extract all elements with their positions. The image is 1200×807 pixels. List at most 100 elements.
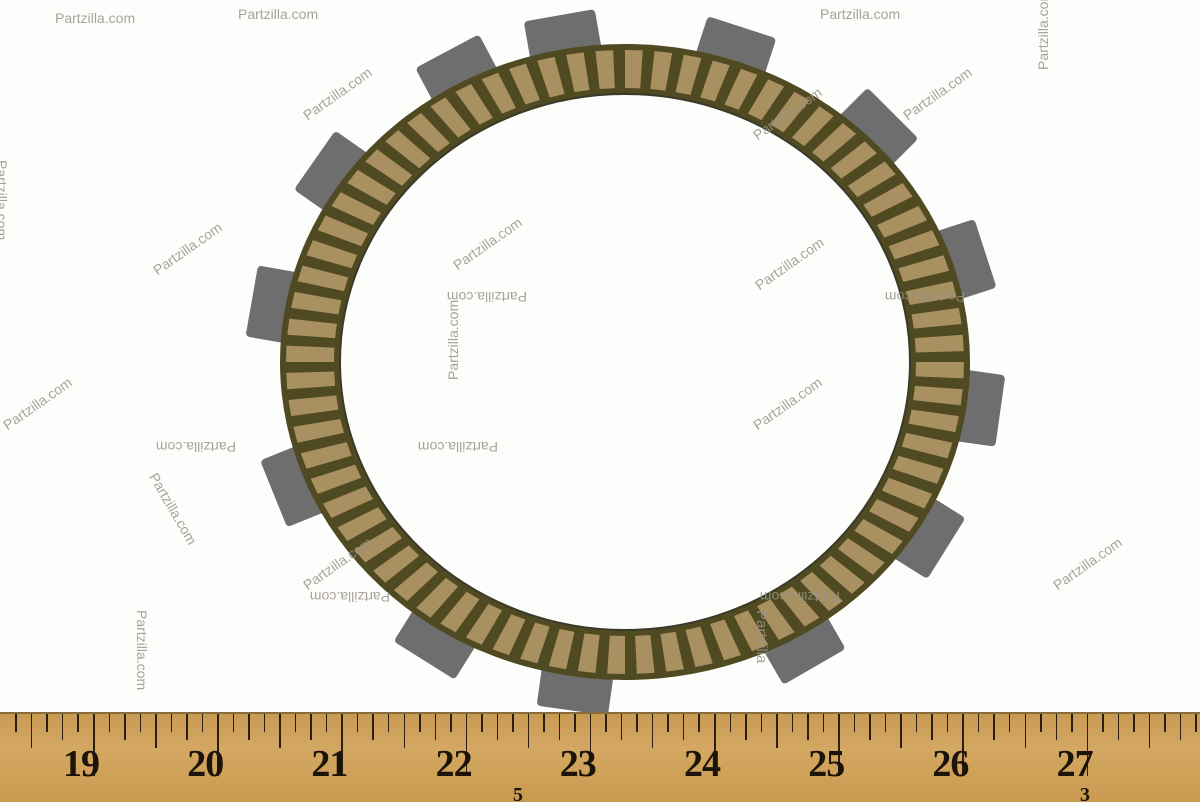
friction-pad: [537, 56, 565, 98]
friction-pad: [300, 442, 352, 469]
ruler-tick: [900, 714, 902, 748]
friction-pad: [354, 526, 403, 563]
watermark-text: Partzilla.com: [417, 439, 498, 455]
friction-pad: [577, 633, 600, 673]
ruler-tick: [791, 714, 794, 732]
friction-pad: [757, 599, 795, 640]
ruler-tick: [667, 714, 669, 732]
friction-pad: [566, 52, 590, 93]
ruler-mark: 5: [513, 784, 523, 806]
ruler-tick: [884, 714, 887, 732]
ruler-tick: [853, 714, 856, 732]
ruler-tick: [325, 714, 328, 732]
ruler-tick: [1008, 714, 1011, 732]
watermark-text: Partzilla.com: [134, 610, 150, 691]
friction-pad: [322, 486, 373, 518]
ruler-tick: [745, 714, 747, 740]
friction-pad: [710, 619, 741, 661]
ruler-number: 23: [559, 743, 597, 785]
ruler-tick: [93, 714, 95, 776]
ruler-number: 21: [311, 743, 348, 785]
friction-pad: [548, 628, 575, 670]
friction-pad: [430, 97, 471, 138]
ruler-number: 26: [932, 743, 969, 785]
ruler-tick: [512, 714, 514, 732]
ruler-tick: [977, 714, 980, 732]
ruler-tick: [1040, 714, 1042, 732]
ruler-number: 20: [187, 743, 224, 785]
ruler-tick: [465, 714, 468, 776]
ruler-tick: [962, 714, 964, 776]
ruler-tick: [30, 714, 33, 748]
friction-pad: [337, 507, 387, 541]
friction-pad: [770, 91, 810, 133]
friction-pad: [888, 230, 940, 260]
ruler-tick: [838, 714, 840, 776]
ruler-tick: [605, 714, 607, 732]
ruler-tick: [248, 714, 250, 740]
ruler-tick: [186, 714, 188, 740]
friction-pad: [898, 255, 950, 282]
ruler-tick: [589, 714, 592, 776]
ruler-tick: [310, 714, 312, 740]
ruler-tick: [263, 714, 266, 732]
ruler-tick: [760, 714, 763, 732]
ruler-tick: [450, 714, 452, 732]
ruler-tick: [698, 714, 700, 732]
friction-pad: [901, 432, 953, 459]
ruler-tick: [201, 714, 204, 732]
plate-tab: [838, 89, 917, 169]
friction-pad: [331, 192, 381, 225]
ruler-number: 25: [808, 743, 845, 785]
friction-pad: [863, 183, 913, 217]
ruler-tick: [946, 714, 949, 732]
ruler-tick: [636, 714, 638, 732]
ruler-tick: [46, 714, 48, 732]
ruler-tick: [77, 714, 79, 732]
ruler: 19 20 21 22 23 24 25 26 27 5 3: [0, 712, 1200, 806]
friction-pad: [287, 318, 337, 339]
watermark-text: Partzilla.com: [155, 439, 236, 455]
friction-pad: [293, 418, 344, 443]
ruler-number: 27: [1056, 743, 1094, 785]
friction-pad: [908, 409, 959, 433]
ruler-tick: [822, 714, 825, 732]
friction-pad: [892, 455, 944, 484]
ruler-tick: [651, 714, 654, 748]
ruler-number: 19: [63, 743, 100, 785]
ruler-tick: [915, 714, 918, 732]
ruler-tick: [527, 714, 530, 748]
friction-pad: [906, 281, 957, 306]
friction-pad: [286, 371, 336, 390]
plate-inner-hole: [339, 93, 911, 631]
friction-pad: [650, 51, 673, 91]
ruler-tick: [372, 714, 374, 740]
friction-pad: [911, 307, 962, 329]
ruler-tick: [1179, 714, 1182, 740]
ruler-tick: [620, 714, 623, 740]
friction-pad: [877, 206, 928, 238]
ruler-tick: [1117, 714, 1120, 740]
ruler-tick: [729, 714, 732, 732]
ruler-tick: [1133, 714, 1135, 732]
watermark-text: Partzilla.com: [884, 289, 965, 305]
ruler-tick: [419, 714, 421, 732]
friction-pad: [915, 362, 964, 379]
friction-pad: [837, 538, 885, 575]
ruler-tick: [1195, 714, 1197, 732]
plate-tab: [891, 496, 964, 578]
plate-tab: [416, 35, 499, 106]
ruler-tick: [1164, 714, 1166, 732]
friction-pad: [455, 84, 493, 125]
friction-pad: [385, 130, 431, 169]
ruler-tick: [139, 714, 142, 732]
friction-pad: [700, 60, 730, 102]
ruler-mark: 3: [1080, 784, 1090, 806]
ruler-tick: [931, 714, 933, 740]
ruler-tick: [807, 714, 809, 740]
friction-pad: [492, 614, 526, 656]
friction-pad: [607, 635, 625, 674]
friction-pad: [625, 50, 643, 89]
ruler-tick: [434, 714, 437, 740]
friction-pad: [595, 50, 615, 90]
